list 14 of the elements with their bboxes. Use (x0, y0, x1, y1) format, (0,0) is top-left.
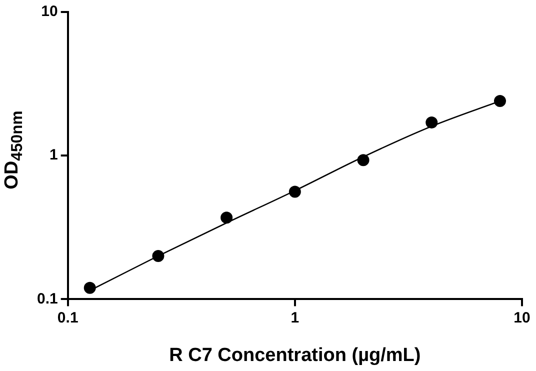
x-tick-label: 1 (290, 309, 300, 326)
y-tick-label: 1 (50, 146, 58, 164)
point (152, 250, 164, 262)
x-axis-title: R C7 Concentration (µg/mL) (169, 344, 421, 366)
x-tick-label: 10 (514, 309, 530, 326)
point (288, 186, 301, 198)
point (426, 116, 438, 129)
point (220, 212, 233, 224)
y-tick-label: 10 (41, 3, 58, 20)
y-tick-label: 0.1 (36, 290, 58, 308)
x-tick-label: 0.1 (57, 309, 78, 326)
point (494, 95, 506, 107)
point (357, 154, 370, 166)
point (84, 282, 96, 294)
